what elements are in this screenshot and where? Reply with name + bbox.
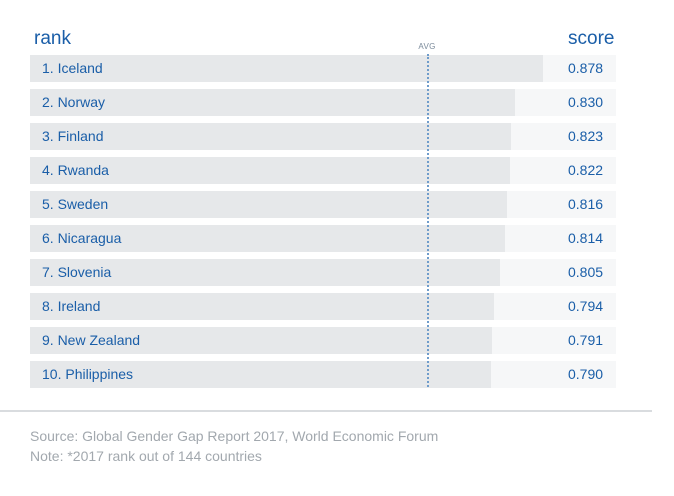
table-row: 10. Philippines 0.790 <box>30 361 616 388</box>
country-label: 10. Philippines <box>42 366 134 382</box>
score-value: 0.805 <box>568 264 604 280</box>
table-row: 4. Rwanda 0.822 <box>30 157 616 184</box>
table-row: 1. Iceland 0.878 <box>30 55 616 82</box>
table-row: 3. Finland 0.823 <box>30 123 616 150</box>
table-row: 5. Sweden 0.816 <box>30 191 616 218</box>
country-label: 4. Rwanda <box>42 162 109 178</box>
score-bar <box>30 55 543 82</box>
country-label: 7. Slovenia <box>42 264 112 280</box>
country-label: 9. New Zealand <box>42 332 141 348</box>
score-value: 0.878 <box>568 60 604 76</box>
avg-label: AVG <box>418 42 436 51</box>
score-value: 0.823 <box>568 128 604 144</box>
table-row: 2. Norway 0.830 <box>30 89 616 116</box>
country-label: 6. Nicaragua <box>42 230 122 246</box>
table-row: 8. Ireland 0.794 <box>30 293 616 320</box>
score-value: 0.830 <box>568 94 604 110</box>
score-value: 0.791 <box>568 332 604 348</box>
score-bar <box>30 225 505 252</box>
score-bar <box>30 361 491 388</box>
score-bar <box>30 89 515 116</box>
score-bar <box>30 157 510 184</box>
score-bar <box>30 327 492 354</box>
footer-divider <box>0 410 652 412</box>
score-value: 0.790 <box>568 366 604 382</box>
score-bar <box>30 293 494 320</box>
country-label: 2. Norway <box>42 94 106 110</box>
score-column-header: score <box>568 28 615 49</box>
avg-reference-line <box>427 54 429 387</box>
country-label: 3. Finland <box>42 128 104 144</box>
source-note: Source: Global Gender Gap Report 2017, W… <box>30 428 439 444</box>
table-row: 9. New Zealand 0.791 <box>30 327 616 354</box>
score-value: 0.822 <box>568 162 604 178</box>
country-label: 8. Ireland <box>42 298 101 314</box>
table-row: 7. Slovenia 0.805 <box>30 259 616 286</box>
score-value: 0.816 <box>568 196 604 212</box>
rank-note: Note: *2017 rank out of 144 countries <box>30 448 262 464</box>
table-row: 6. Nicaragua 0.814 <box>30 225 616 252</box>
score-bar <box>30 123 511 150</box>
country-label: 5. Sweden <box>42 196 109 212</box>
score-value: 0.794 <box>568 298 604 314</box>
score-bar <box>30 259 500 286</box>
score-value: 0.814 <box>568 230 604 246</box>
rank-column-header: rank <box>34 28 71 49</box>
country-label: 1. Iceland <box>42 60 103 76</box>
